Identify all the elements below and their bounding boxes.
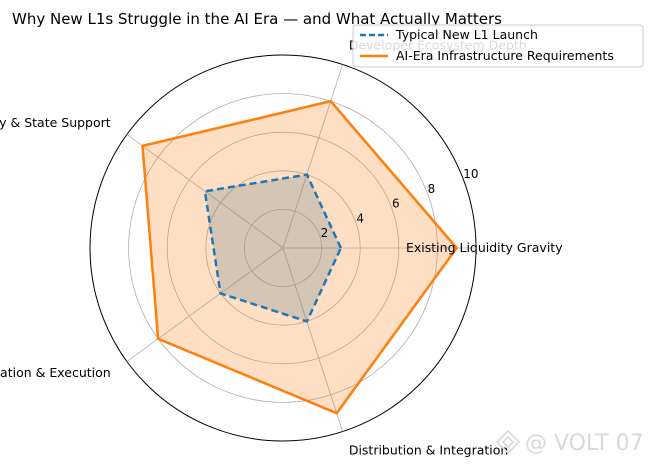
watermark-logo-icon [495, 429, 521, 455]
radial-tick-label: 6 [392, 197, 400, 211]
watermark-text: @ VOLT 07 [525, 431, 644, 456]
series-fill-1 [142, 101, 457, 414]
axis-label-3: Automation & Execution [0, 365, 111, 380]
radial-tick-label: 2 [321, 226, 329, 240]
watermark: @ VOLT 07 [495, 429, 644, 456]
legend-label-typical: Typical New L1 Launch [395, 27, 538, 42]
grid-spoke [282, 64, 344, 249]
radial-tick-labels: 2 4 6 8 10 [321, 167, 479, 240]
series-layer [141, 99, 459, 415]
grid-spoke [282, 247, 344, 432]
series-line-0 [203, 173, 343, 323]
legend-label-ai-era: AI-Era Infrastructure Requirements [396, 48, 614, 63]
chart-title: Why New L1s Struggle in the AI Era — and… [12, 10, 502, 28]
grid-spoke [126, 247, 284, 362]
series-fill-0 [204, 174, 341, 322]
legend: Typical New L1 Launch AI-Era Infrastruct… [352, 24, 644, 68]
series-line-1 [141, 99, 459, 415]
axis-label-4: Distribution & Integration [349, 443, 509, 458]
axis-label-0: Existing Liquidity Gravity [406, 240, 563, 255]
radial-tick-label: 10 [463, 167, 478, 181]
axis-label-2: AI Memory & State Support [0, 115, 111, 130]
polar-grid [89, 54, 477, 442]
radial-tick-label: 8 [428, 182, 436, 196]
legend-box [352, 24, 644, 68]
radial-tick-label: 4 [356, 211, 364, 225]
